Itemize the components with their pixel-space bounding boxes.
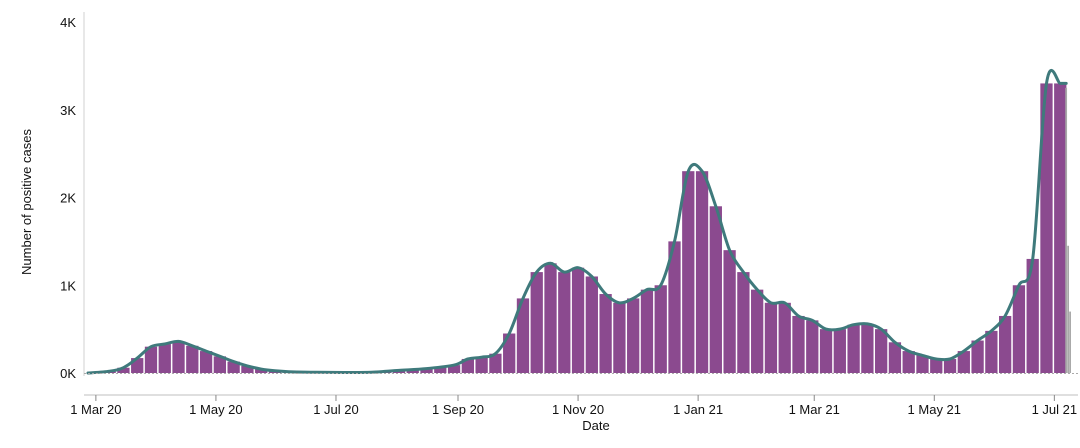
bar xyxy=(695,171,709,373)
bar xyxy=(117,367,130,373)
bar xyxy=(778,302,791,373)
x-tick-label: 1 Jan 21 xyxy=(673,402,723,417)
bar xyxy=(255,369,268,373)
bar xyxy=(764,302,778,373)
bar xyxy=(530,272,543,373)
bar xyxy=(241,365,254,373)
x-tick-label: 1 Jul 20 xyxy=(313,402,359,417)
x-tick-label: 1 Sep 20 xyxy=(432,402,484,417)
x-axis: 1 Mar 20 1 May 20 1 Jul 20 1 Sep 20 1 Nov 20… xyxy=(70,373,1080,433)
x-tick-label: 1 Mar 20 xyxy=(70,402,121,417)
bar xyxy=(682,171,695,373)
bar xyxy=(461,358,474,373)
bar xyxy=(571,267,585,373)
bar xyxy=(544,263,557,373)
bar xyxy=(227,361,240,373)
x-tick-label: 1 May 20 xyxy=(189,402,242,417)
trend-line xyxy=(86,69,1068,375)
bar xyxy=(819,329,833,373)
bar xyxy=(213,356,227,373)
y-axis: 0K 1K 2K 3K 4K Number of positive cases xyxy=(19,12,85,381)
bar xyxy=(503,333,516,373)
bar xyxy=(985,330,998,373)
bar xyxy=(654,285,667,373)
bar xyxy=(447,365,461,373)
bar xyxy=(723,250,736,373)
bar xyxy=(751,289,764,373)
bar xyxy=(1065,87,1068,373)
x-axis-title: Date xyxy=(582,418,609,433)
bar xyxy=(1040,83,1053,374)
bar xyxy=(792,315,805,373)
y-tick-label: 0K xyxy=(60,366,76,381)
bar xyxy=(847,324,860,373)
bar xyxy=(971,340,984,373)
bar xyxy=(709,206,722,373)
bar xyxy=(158,344,171,373)
x-tick-label: 1 Nov 20 xyxy=(552,402,604,417)
bar xyxy=(627,298,640,373)
bar xyxy=(558,272,571,373)
bar xyxy=(406,369,419,373)
bar xyxy=(599,294,612,373)
bar-series xyxy=(103,83,1067,374)
bar xyxy=(806,320,819,373)
bar xyxy=(613,302,626,373)
y-tick-label: 2K xyxy=(60,191,76,206)
y-tick-label: 1K xyxy=(60,278,76,293)
partial-data-bars xyxy=(1065,87,1071,373)
bar xyxy=(434,366,447,373)
bar xyxy=(888,342,902,373)
bar xyxy=(144,346,158,373)
bar xyxy=(420,368,433,373)
bar xyxy=(737,272,750,373)
bar xyxy=(172,341,185,373)
bar xyxy=(1069,311,1071,373)
bar xyxy=(516,298,530,373)
x-tick-label: 1 Jul 21 xyxy=(1032,402,1078,417)
bar xyxy=(999,315,1012,373)
bar xyxy=(943,358,957,373)
bar xyxy=(1067,245,1070,373)
y-tick-label: 3K xyxy=(60,103,76,118)
y-tick-labels: 0K 1K 2K 3K 4K xyxy=(60,15,76,381)
x-tick-label: 1 Mar 21 xyxy=(789,402,840,417)
bar xyxy=(861,323,874,373)
bar xyxy=(1026,258,1039,373)
x-tick-labels: 1 Mar 20 1 May 20 1 Jul 20 1 Sep 20 1 Nov 20… xyxy=(70,395,1077,417)
bar xyxy=(489,353,502,373)
bar xyxy=(1012,285,1026,373)
bar xyxy=(475,357,488,373)
bar xyxy=(199,351,213,373)
bar xyxy=(1054,83,1067,374)
bar xyxy=(916,355,929,373)
bar xyxy=(833,329,846,373)
y-axis-title: Number of positive cases xyxy=(19,129,34,275)
bar xyxy=(875,329,888,373)
bar xyxy=(902,351,915,373)
y-tick-label: 4K xyxy=(60,15,76,30)
bar xyxy=(930,358,943,373)
x-tick-label: 1 May 21 xyxy=(908,402,961,417)
bar xyxy=(668,241,681,373)
bar xyxy=(957,351,970,373)
bar xyxy=(640,289,654,373)
bar xyxy=(186,345,199,373)
bar xyxy=(585,276,598,373)
